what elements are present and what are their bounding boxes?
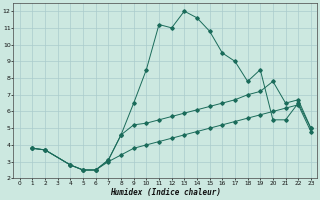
X-axis label: Humidex (Indice chaleur): Humidex (Indice chaleur) xyxy=(110,188,221,197)
